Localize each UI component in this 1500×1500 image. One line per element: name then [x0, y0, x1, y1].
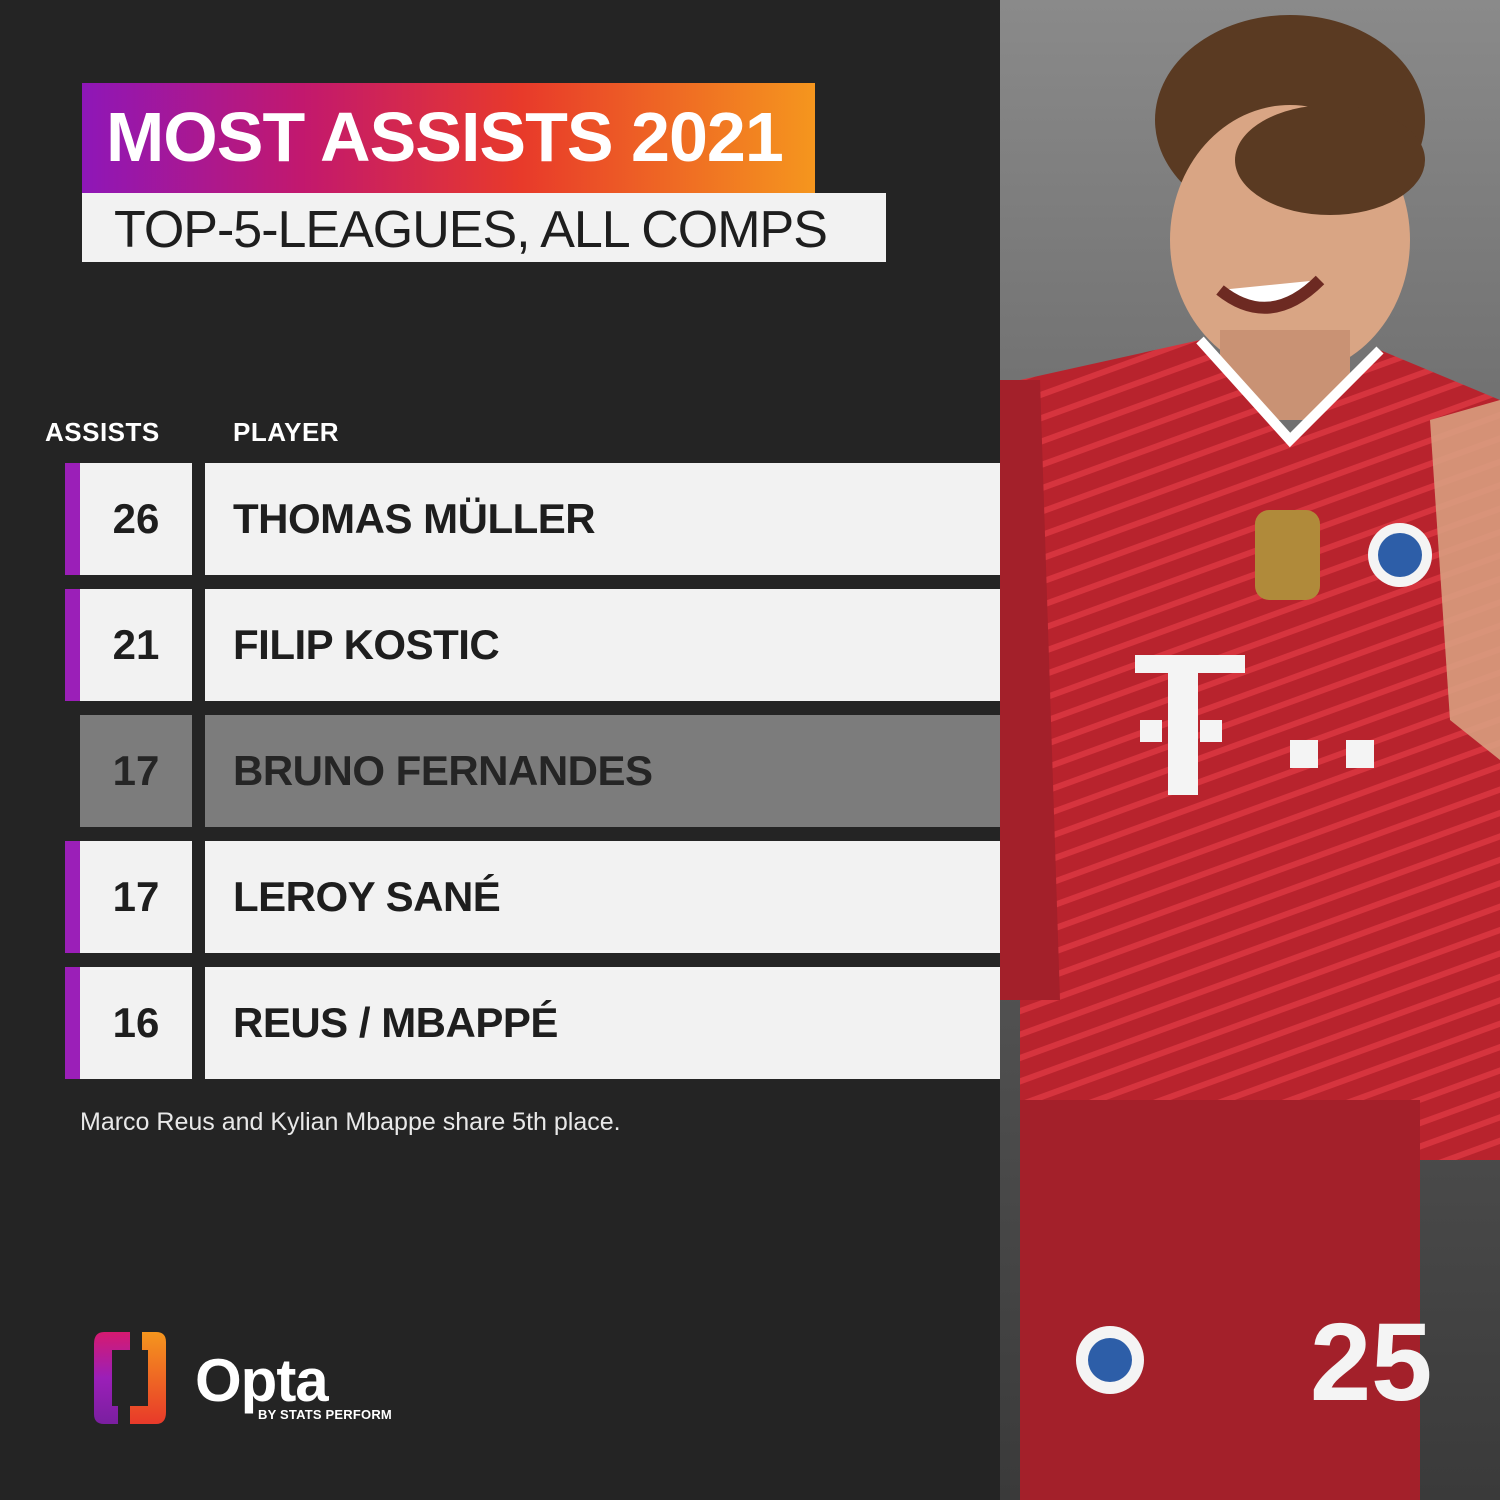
- table-row: 21 FILIP KOSTIC: [65, 589, 1000, 701]
- subtitle-banner: TOP-5-LEAGUES, ALL COMPS: [82, 193, 886, 262]
- row-accent-bar: [65, 841, 80, 953]
- chart-subtitle: TOP-5-LEAGUES, ALL COMPS: [114, 201, 828, 259]
- footnote: Marco Reus and Kylian Mbappe share 5th p…: [80, 1108, 621, 1136]
- row-accent-bar: [65, 589, 80, 701]
- assists-value: 16: [80, 967, 192, 1079]
- player-name: REUS / MBAPPÉ: [205, 967, 1000, 1079]
- column-header-assists: ASSISTS: [45, 417, 160, 447]
- table-row: 17 BRUNO FERNANDES: [65, 715, 1000, 827]
- player-name: LEROY SANÉ: [205, 841, 1000, 953]
- column-header-player: PLAYER: [233, 417, 340, 447]
- table-row: 26 THOMAS MÜLLER: [65, 463, 1000, 575]
- row-accent-bar: [65, 715, 80, 827]
- row-accent-bar: [65, 967, 80, 1079]
- assists-value: 21: [80, 589, 192, 701]
- player-name: THOMAS MÜLLER: [205, 463, 1000, 575]
- opta-logo-icon: [90, 1328, 170, 1433]
- player-name: BRUNO FERNANDES: [205, 715, 1000, 827]
- player-photo: 25: [1000, 0, 1500, 1500]
- table-row: 17 LEROY SANÉ: [65, 841, 1000, 953]
- svg-text:25: 25: [1310, 1301, 1432, 1424]
- title-banner: MOST ASSISTS 2021: [82, 83, 815, 193]
- player-name: FILIP KOSTIC: [205, 589, 1000, 701]
- assists-value: 17: [80, 715, 192, 827]
- brand-tagline: BY STATS PERFORM: [258, 1407, 392, 1422]
- brand-name: Opta: [195, 1347, 329, 1414]
- table-row: 16 REUS / MBAPPÉ: [65, 967, 1000, 1079]
- row-accent-bar: [65, 463, 80, 575]
- chart-title: MOST ASSISTS 2021: [106, 98, 784, 176]
- assists-value: 26: [80, 463, 192, 575]
- assists-value: 17: [80, 841, 192, 953]
